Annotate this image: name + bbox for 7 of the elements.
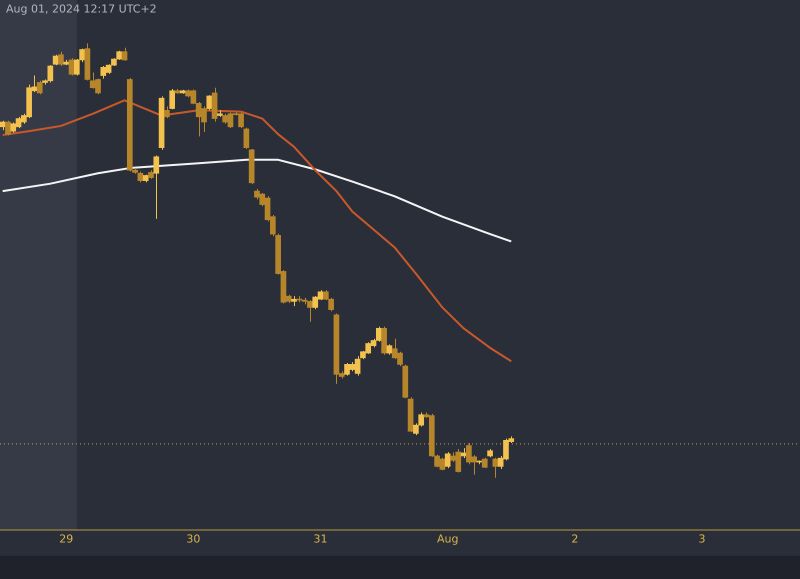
x-tick-label: 30 xyxy=(186,532,200,546)
x-tick-label: 29 xyxy=(59,532,74,546)
x-tick-label: Aug xyxy=(436,532,458,546)
x-tick-label: 3 xyxy=(698,532,706,546)
x-tick-label: 2 xyxy=(571,532,578,546)
x-tick-label: 31 xyxy=(314,532,328,546)
text: Aug 01, 2024 12:17 UTC+2 xyxy=(6,2,157,16)
